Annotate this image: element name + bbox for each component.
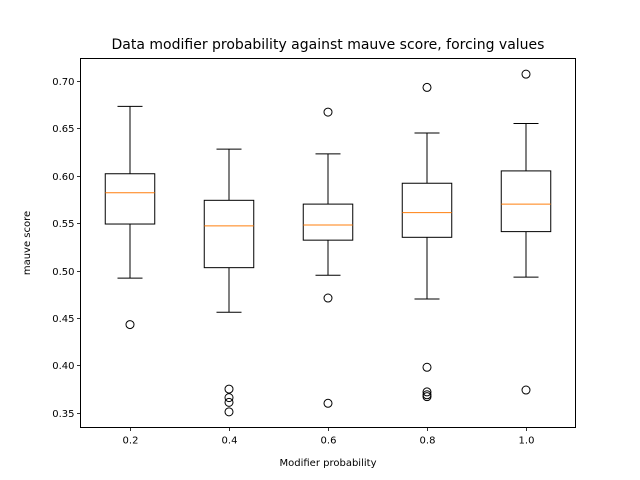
outlier-point	[224, 384, 234, 394]
box-group-0-6	[302, 107, 354, 408]
y-axis-ticks: 0.35 0.40 0.45 0.50 0.55 0.60 0.65 0.70	[52, 77, 81, 420]
outlier-point	[125, 320, 135, 330]
x-tick-label: 0.6	[321, 436, 337, 447]
outlier-point	[521, 69, 531, 79]
iqr-box	[500, 170, 552, 233]
outlier-point	[422, 387, 432, 397]
x-axis-label: Modifier probability	[280, 458, 377, 469]
outlier-point	[323, 398, 333, 408]
y-tick-label: 0.70	[52, 77, 74, 88]
y-axis-label: mauve score	[22, 211, 33, 275]
x-tick-label: 0.4	[222, 436, 238, 447]
y-tick-label: 0.45	[52, 314, 74, 325]
outlier-point	[323, 293, 333, 303]
plot-frame	[80, 58, 576, 428]
iqr-box	[302, 203, 354, 241]
box-group-0-4	[203, 148, 255, 417]
y-tick-label: 0.50	[52, 267, 74, 278]
box-group-1-0	[500, 69, 552, 395]
box-group-0-2	[104, 105, 156, 330]
x-tick-label: 1.0	[519, 436, 535, 447]
iqr-box	[401, 182, 453, 238]
x-axis-ticks: 0.2 0.4 0.6 0.8 1.0	[123, 427, 535, 447]
y-tick-label: 0.55	[52, 219, 74, 230]
iqr-box	[203, 199, 255, 269]
box-group-0-8	[401, 82, 453, 402]
outlier-point	[521, 385, 531, 395]
x-tick-label: 0.2	[123, 436, 139, 447]
y-tick-label: 0.35	[52, 409, 74, 420]
y-tick-label: 0.40	[52, 361, 74, 372]
iqr-box	[104, 173, 156, 225]
outlier-point	[422, 82, 432, 92]
outlier-point	[323, 107, 333, 117]
chart-title: Data modifier probability against mauve …	[112, 37, 545, 53]
y-tick-label: 0.60	[52, 172, 74, 183]
outlier-point	[224, 407, 234, 417]
x-tick-label: 0.8	[420, 436, 436, 447]
outlier-point	[224, 393, 234, 403]
plot-area	[104, 69, 552, 417]
outlier-point	[422, 392, 432, 402]
y-tick-label: 0.65	[52, 124, 74, 135]
outlier-point	[422, 362, 432, 372]
outlier-point	[224, 397, 234, 407]
